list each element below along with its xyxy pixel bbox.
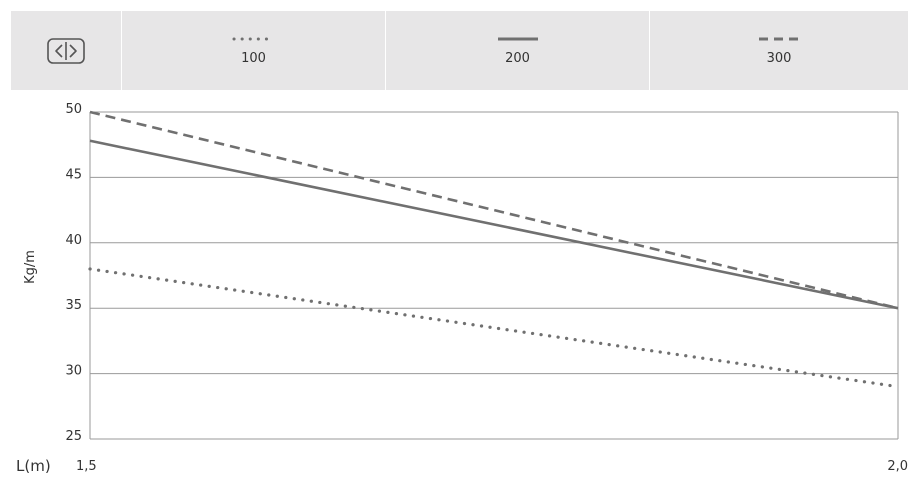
legend-toggle-icon [47, 37, 85, 64]
y-tick-label: 40 [65, 233, 82, 248]
legend-bar: 100 200 300 [11, 11, 908, 90]
x-tick-label: 1,5 [76, 459, 97, 474]
y-tick-label: 45 [65, 167, 82, 182]
y-tick-label: 30 [65, 364, 82, 379]
legend-swatch-dashed [759, 37, 799, 41]
y-axis-title: Kg/m [23, 250, 38, 284]
x-tick-label: 2,0 [887, 459, 908, 474]
tick-labels: 25 30 35 40 45 50 1,5 2,0 L(m) Kg/m [16, 102, 908, 475]
legend-label: 100 [241, 51, 266, 66]
legend-item-300[interactable]: 300 [649, 11, 908, 90]
legend-item-100[interactable]: 100 [121, 11, 385, 90]
series-line-200 [89, 139, 899, 310]
series-line-100 [88, 267, 900, 389]
legend-label: 200 [505, 51, 530, 66]
legend-label: 300 [766, 51, 792, 66]
axes [89, 112, 899, 439]
series-lines [88, 110, 900, 389]
legend-swatch-solid [497, 37, 538, 41]
y-tick-label: 50 [65, 102, 82, 117]
legend-toggle-button[interactable] [11, 11, 121, 90]
legend-item-200[interactable]: 200 [385, 11, 649, 90]
legend-swatch-dotted [232, 37, 275, 41]
x-axis-title: L(m) [16, 457, 51, 475]
series-line-300 [89, 110, 899, 310]
y-tick-label: 25 [65, 429, 82, 444]
y-tick-label: 35 [65, 298, 82, 313]
grid-lines [90, 111, 898, 440]
